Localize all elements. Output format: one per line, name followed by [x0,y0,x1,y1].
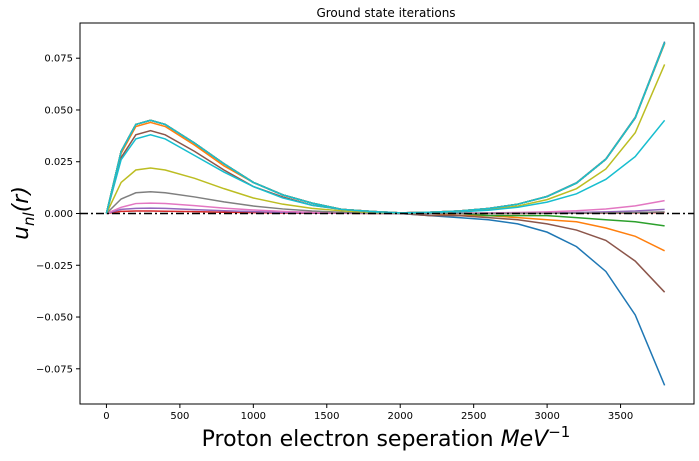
x-tick-label: 3000 [534,411,559,422]
y-tick-label: 0.000 [44,209,73,220]
series-layer [105,41,666,386]
y-tick-label: 0.025 [44,157,73,168]
x-axis-label-main: Proton electron seperation [202,427,501,452]
x-ticks: 0 500 1000 1500 2000 2500 3000 3500 [103,404,633,422]
x-tick-label: 1500 [314,411,339,422]
y-axis-label: unl(r) [9,186,38,240]
x-axis-label-exponent: −1 [548,423,570,441]
series-line-9 [105,64,666,214]
y-axis-label-arg: (r) [9,186,34,212]
series-line-20 [105,42,666,214]
x-axis-label: Proton electron seperation MeV−1 [202,423,571,452]
x-tick-label: 500 [170,411,189,422]
y-tick-label: −0.025 [36,261,73,272]
y-tick-label: −0.050 [36,313,73,324]
y-tick-label: 0.050 [44,105,73,116]
y-tick-label: −0.075 [36,364,73,375]
x-axis-label-unit: MeV [501,427,551,452]
y-axis-label-base: u [9,226,34,240]
x-tick-label: 2000 [387,411,412,422]
y-axis-label-subscript: nl [20,211,38,226]
x-tick-label: 1000 [241,411,266,422]
x-tick-label: 0 [103,411,109,422]
chart-title: Ground state iterations [316,6,455,20]
y-ticks: 0.075 0.050 0.025 0.000 −0.025 −0.050 −0.075 [36,54,80,375]
x-tick-label: 3500 [608,411,633,422]
y-tick-label: 0.075 [44,54,73,65]
x-tick-label: 2500 [461,411,486,422]
